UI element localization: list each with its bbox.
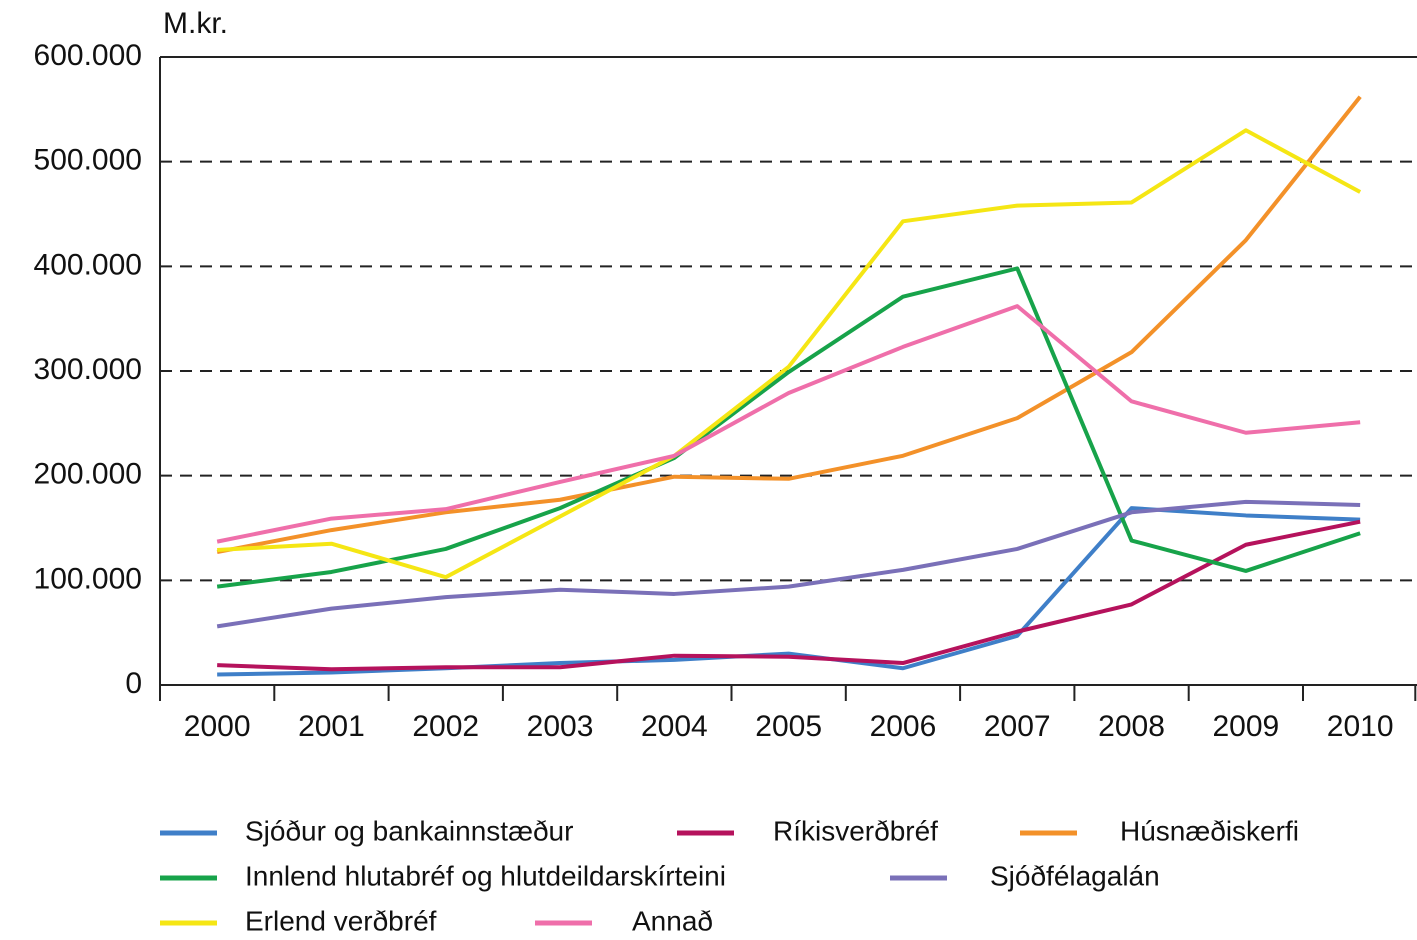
x-tick-label: 2005 bbox=[755, 710, 822, 743]
y-tick-label: 300.000 bbox=[34, 353, 142, 386]
x-tick-label: 2002 bbox=[412, 710, 479, 743]
y-tick-label: 100.000 bbox=[34, 562, 142, 595]
series-line bbox=[216, 499, 1361, 629]
y-tick-label: 600.000 bbox=[34, 39, 142, 72]
legend-label: Innlend hlutabréf og hlutdeildarskírtein… bbox=[245, 860, 726, 891]
y-tick-label: 400.000 bbox=[34, 248, 142, 281]
x-tick-label: 2006 bbox=[870, 710, 937, 743]
series-line bbox=[217, 506, 1361, 677]
series-line bbox=[217, 128, 1362, 580]
x-tick-label: 2009 bbox=[1212, 710, 1279, 743]
y-tick-label: 500.000 bbox=[34, 144, 142, 177]
x-tick-label: 2003 bbox=[527, 710, 594, 743]
legend-label: Annað bbox=[632, 905, 713, 936]
y-axis-label: M.kr. bbox=[163, 7, 228, 40]
x-tick-label: 2004 bbox=[641, 710, 708, 743]
legend-label: Sjóðfélagalán bbox=[990, 860, 1160, 891]
x-tick-label: 2001 bbox=[298, 710, 365, 743]
x-tick-label: 2008 bbox=[1098, 710, 1165, 743]
y-tick-label: 0 bbox=[125, 667, 142, 700]
x-tick-label: 2007 bbox=[984, 710, 1051, 743]
series-line bbox=[216, 304, 1361, 544]
series-line bbox=[217, 519, 1361, 672]
y-tick-label: 200.000 bbox=[34, 458, 142, 491]
series-line bbox=[216, 266, 1361, 589]
x-tick-label: 2000 bbox=[184, 710, 251, 743]
legend-label: Erlend verðbréf bbox=[245, 905, 437, 936]
series-line bbox=[216, 95, 1362, 555]
legend-label: Húsnæðiskerfi bbox=[1120, 815, 1299, 846]
x-tick-label: 2010 bbox=[1327, 710, 1394, 743]
legend-label: Sjóður og bankainnstæður bbox=[245, 815, 573, 846]
legend-label: Ríkisverðbréf bbox=[773, 815, 938, 846]
